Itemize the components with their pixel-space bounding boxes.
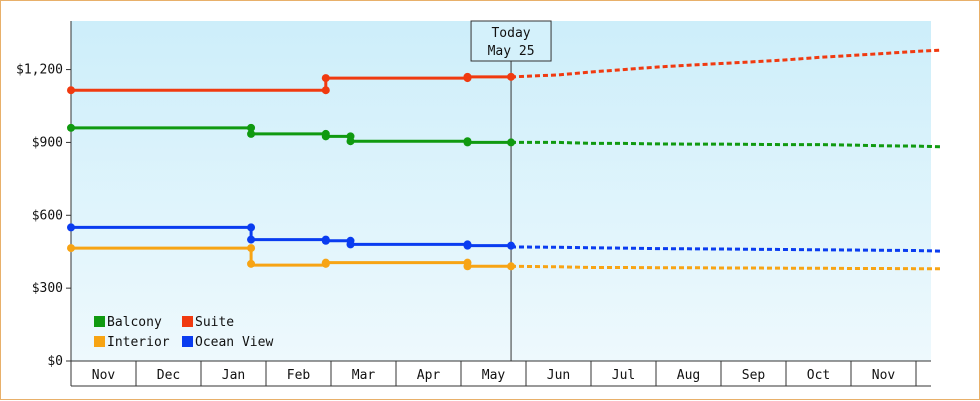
plot-area <box>71 21 931 361</box>
balcony-point[interactable] <box>247 123 256 132</box>
y-tick-label: $900 <box>32 135 63 150</box>
x-tick-label: Jul <box>612 368 635 383</box>
legend-swatch <box>182 336 193 347</box>
suite-point[interactable] <box>321 74 330 83</box>
legend-label: Interior <box>107 335 170 350</box>
x-tick-label: Feb <box>287 368 311 383</box>
legend-label: Balcony <box>107 315 162 330</box>
today-box <box>470 20 552 62</box>
suite-point[interactable] <box>67 86 75 95</box>
x-tick-label: Dec <box>157 368 180 383</box>
interior-point[interactable] <box>247 244 256 253</box>
suite-history-line <box>71 75 511 92</box>
y-tick-label: $1,200 <box>16 63 63 78</box>
interior-point[interactable] <box>247 259 256 268</box>
x-tick-label: Oct <box>807 368 830 383</box>
ocean-view-point[interactable] <box>507 241 516 250</box>
ocean-view-point[interactable] <box>463 241 472 250</box>
suite-forecast-line <box>510 48 943 79</box>
balcony-forecast-line <box>511 140 943 149</box>
interior-point[interactable] <box>463 262 472 271</box>
balcony-point[interactable] <box>321 132 330 141</box>
interior-forecast-line <box>510 264 942 271</box>
x-tick-label: Apr <box>417 368 441 383</box>
balcony-point[interactable] <box>247 129 256 138</box>
balcony-point[interactable] <box>463 138 472 147</box>
balcony-point[interactable] <box>67 123 75 132</box>
x-tick-label: Mar <box>352 368 376 383</box>
interior-point[interactable] <box>321 258 330 267</box>
suite-point[interactable] <box>321 86 330 95</box>
today-label: Today <box>491 26 530 41</box>
x-tick-label: Jun <box>547 368 570 383</box>
legend-label: Ocean View <box>195 335 273 350</box>
legend-label: Suite <box>195 315 234 330</box>
ocean-view-point[interactable] <box>346 240 355 249</box>
y-tick-label: $0 <box>47 354 63 369</box>
balcony-point[interactable] <box>507 138 516 147</box>
x-tick-label: Jan <box>222 368 245 383</box>
ocean-view-point[interactable] <box>247 235 256 244</box>
x-tick-label: Nov <box>872 368 896 383</box>
interior-point[interactable] <box>67 244 75 253</box>
x-tick-label: May <box>482 368 506 383</box>
x-tick-label: Nov <box>92 368 116 383</box>
suite-point[interactable] <box>463 72 472 81</box>
y-tick-label: $300 <box>32 281 63 296</box>
today-date: May 25 <box>488 44 535 59</box>
y-tick-label: $600 <box>32 208 63 223</box>
ocean-view-point[interactable] <box>67 223 75 232</box>
legend-swatch <box>94 316 105 327</box>
ocean-view-point[interactable] <box>321 236 330 245</box>
legend-swatch <box>182 316 193 327</box>
ocean-view-point[interactable] <box>247 223 256 232</box>
ocean-view-forecast-line <box>510 245 943 253</box>
suite-point[interactable] <box>507 72 516 81</box>
legend-swatch <box>94 336 105 347</box>
x-tick-label: Sep <box>742 368 766 383</box>
interior-point[interactable] <box>507 262 516 271</box>
x-tick-label: Aug <box>677 368 700 383</box>
balcony-point[interactable] <box>346 137 355 146</box>
